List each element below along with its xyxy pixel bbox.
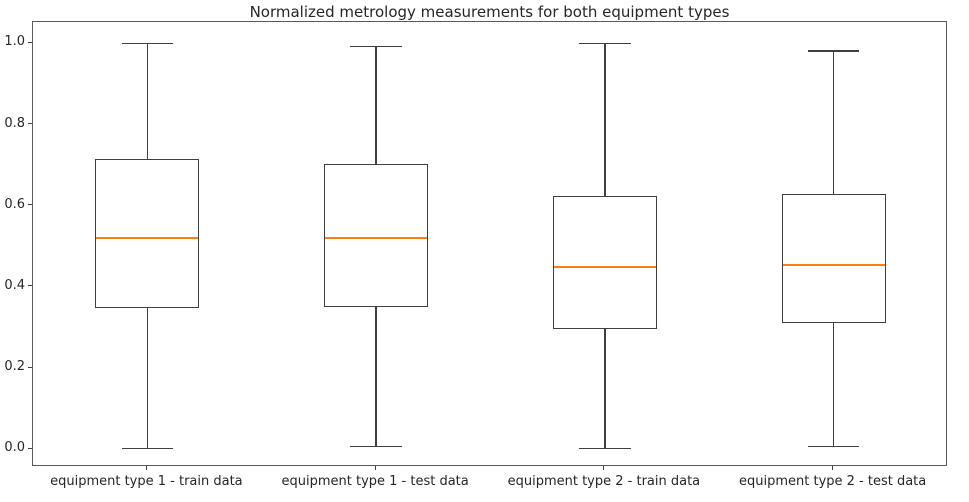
whisker-upper	[146, 43, 149, 160]
box	[781, 193, 886, 323]
median-line	[325, 237, 428, 240]
x-tick-label: equipment type 1 - train data	[50, 474, 243, 489]
y-tick-mark	[28, 204, 32, 206]
x-tick-mark	[374, 466, 376, 470]
x-tick-mark	[832, 466, 834, 470]
x-tick-label: equipment type 1 - test data	[281, 474, 469, 489]
y-tick-mark	[28, 366, 32, 368]
y-tick-mark	[28, 447, 32, 449]
median-line	[96, 237, 199, 240]
x-tick-label: equipment type 2 - test data	[738, 474, 927, 489]
whisker-lower	[146, 307, 149, 449]
x-tick-label: equipment type 2 - train data	[507, 474, 701, 489]
whisker-lower	[604, 329, 606, 449]
x-tick-mark	[145, 466, 147, 470]
whisker-cap-lower	[121, 447, 174, 450]
whisker-upper	[604, 43, 606, 196]
whisker-cap-lower	[807, 445, 860, 448]
whisker-cap-upper	[579, 42, 631, 45]
whisker-lower	[375, 306, 377, 447]
whisker-cap-lower	[350, 445, 402, 448]
box	[324, 164, 429, 307]
whisker-upper	[375, 46, 377, 165]
whisker-cap-lower	[579, 447, 631, 450]
y-tick-label: 0.2	[4, 359, 25, 375]
y-tick-mark	[28, 285, 32, 287]
whisker-cap-upper	[807, 50, 860, 52]
plot-area	[32, 21, 947, 466]
chart-title: Normalized metrology measurements for bo…	[249, 3, 730, 21]
whisker-upper	[832, 50, 835, 194]
box	[95, 159, 200, 308]
median-line	[782, 263, 885, 266]
whisker-cap-upper	[121, 42, 174, 45]
y-tick-label: 0.0	[4, 440, 25, 456]
box	[552, 196, 657, 330]
y-tick-mark	[28, 41, 32, 43]
whisker-cap-upper	[350, 45, 402, 48]
y-tick-label: 1.0	[4, 34, 25, 50]
median-line	[553, 266, 656, 268]
y-tick-label: 0.6	[4, 196, 25, 212]
x-tick-mark	[603, 466, 605, 470]
y-tick-label: 0.4	[4, 277, 25, 293]
y-tick-label: 0.8	[4, 115, 25, 131]
y-tick-mark	[28, 123, 32, 125]
whisker-lower	[832, 322, 835, 447]
